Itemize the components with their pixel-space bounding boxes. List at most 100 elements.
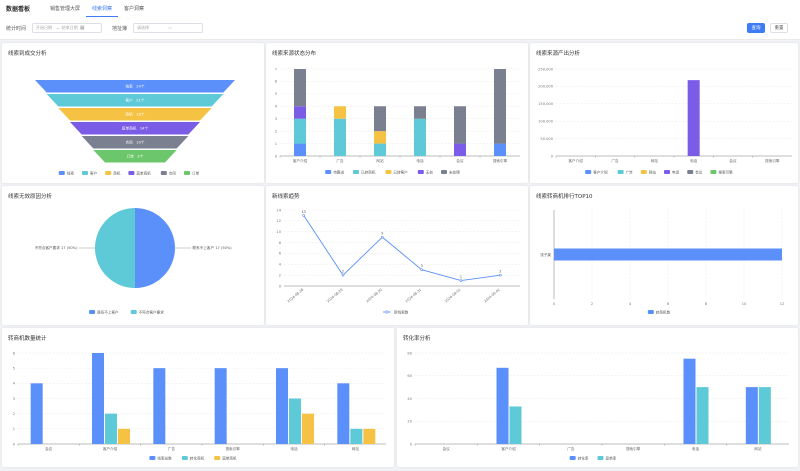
x-tick-label: 客户介绍 <box>568 158 583 163</box>
bar <box>496 367 509 444</box>
bar-segment <box>294 143 306 156</box>
legend-label: 线索总数 <box>157 456 172 461</box>
bar <box>696 387 709 444</box>
x-tick-label: 电话 <box>416 158 424 163</box>
x-tick-label: 电话 <box>692 446 700 451</box>
legend-swatch <box>597 456 604 460</box>
date-separator: ~ <box>56 25 60 31</box>
bar <box>105 413 117 444</box>
y-tick-label: 3 <box>275 117 277 121</box>
card-title: 线索到成交分析 <box>8 51 47 57</box>
y-tick-label: 0 <box>275 154 278 158</box>
tab-customer-insight[interactable]: 客户洞察 <box>124 6 145 12</box>
legend-swatch <box>149 456 156 460</box>
reset-button[interactable]: 重置 <box>770 23 788 33</box>
y-tick-label: 6 <box>13 351 16 355</box>
legend-label: 订单 <box>192 171 200 176</box>
card-lost-reason: 线索无效原因分析 联系不上客户 17 (50%) 不符合客户要求 17 (50%)… <box>2 186 264 325</box>
bar <box>118 428 130 444</box>
x-tick-label: 广告 <box>336 158 344 163</box>
y-tick-label: 6 <box>279 252 282 256</box>
y-tick-label: 8 <box>279 241 282 245</box>
tab-sales-screen[interactable]: 销售管理大屏 <box>50 6 81 12</box>
card-source-status: 线索来源状态分布 0 1 2 3 4 5 6 7 客户介绍 广告 网站 电话 会议 搜索引擎 待跟进 已转商机… <box>266 43 528 183</box>
card-title: 转化率分析 <box>403 336 431 342</box>
legend-label: 网站 <box>649 170 657 175</box>
card-title: 线索无效原因分析 <box>8 194 53 200</box>
x-tick-label: 搜索引擎 <box>493 158 508 163</box>
legend-marker <box>385 310 389 314</box>
x-tick-label: 电话 <box>290 446 298 451</box>
funnel-stage-1 <box>35 80 235 93</box>
legend-label: 联系不上客户 <box>97 310 119 315</box>
x-tick-label: 网站 <box>754 446 762 451</box>
funnel-stage-label: 订单 2个 <box>127 154 144 159</box>
legend-label: 不符合客户要求 <box>139 310 165 315</box>
data-point <box>420 268 423 272</box>
x-tick-label: 2024-09-02 <box>483 288 501 304</box>
x-tick-label: 广告 <box>567 446 575 451</box>
bar-segment <box>494 143 506 156</box>
bar <box>289 398 301 444</box>
x-tick-label: 10 <box>742 302 747 306</box>
bar-chart: 050,000100,000150,000200,000250,000客户介绍广… <box>538 67 792 175</box>
x-tick-label: 12 <box>780 302 785 306</box>
funnel-stage-label: 赢单商机 14个 <box>122 126 149 131</box>
x-tick-label: 客户介绍 <box>501 446 516 451</box>
x-tick-label: 电话 <box>690 158 698 163</box>
legend-label: 赢单率 <box>606 456 617 461</box>
legend-swatch <box>585 170 592 174</box>
bar-segment <box>414 106 426 119</box>
legend-swatch <box>214 456 221 460</box>
x-tick-label: 搜索引擎 <box>765 158 780 163</box>
legend-label: 已转客户 <box>393 170 408 175</box>
y-tick-label: 0 <box>279 284 282 288</box>
y-tick-label: 12 <box>276 219 281 223</box>
y-tick-label: 1 <box>13 427 15 431</box>
address-book-select[interactable]: 请选择 ⌵ <box>133 23 204 33</box>
x-tick-label: 客户介绍 <box>293 158 308 163</box>
pie-slice <box>135 208 175 288</box>
bar-segment <box>414 118 426 156</box>
pie-label: 联系不上客户 17 (50%) <box>193 245 233 250</box>
query-button[interactable]: 查询 <box>747 23 765 33</box>
y-tick-label: 1 <box>275 142 277 146</box>
legend-label: 赢单商机 <box>136 171 151 176</box>
y-tick-label: 80 <box>407 351 412 355</box>
x-tick-label: 2024-09-01 <box>444 288 462 304</box>
end-date-placeholder: 结束日期 <box>61 25 78 30</box>
bar <box>153 368 166 444</box>
y-tick-label: 250,000 <box>538 67 554 71</box>
y-tick-label: 4 <box>275 105 278 109</box>
pie-chart: 联系不上客户 17 (50%) 不符合客户要求 17 (50%) 联系不上客户 不符合… <box>35 208 233 315</box>
bar-segment <box>294 106 306 119</box>
data-point <box>499 273 502 277</box>
date-range-picker[interactable]: 开始日期 ~ 结束日期 ▦ <box>32 23 103 33</box>
tab-lead-insight[interactable]: 线索洞察 <box>86 0 119 17</box>
legend-label: 转化商机 <box>190 456 205 461</box>
bar-segment <box>294 118 306 144</box>
x-tick-label: 客户介绍 <box>103 446 118 451</box>
legend-label: 赢单商机 <box>222 456 237 461</box>
legend-label: 客户介绍 <box>593 170 608 175</box>
bar <box>745 387 758 444</box>
bar <box>92 353 104 444</box>
x-tick-label: 网站 <box>651 158 659 163</box>
x-tick-label: 广告 <box>611 158 619 163</box>
legend-swatch <box>184 171 190 175</box>
bar-segment <box>334 118 346 156</box>
x-tick-label: 2024-08-30 <box>365 288 383 304</box>
x-tick-label: 会议 <box>443 446 451 451</box>
x-tick-label: 会议 <box>729 158 737 163</box>
x-tick-label: 6 <box>667 302 670 306</box>
legend-swatch <box>89 310 96 314</box>
data-point <box>459 279 463 282</box>
y-tick-label: 0 <box>13 442 16 446</box>
legend-label: 线索 <box>67 171 75 176</box>
card-title: 新线索趋势 <box>272 194 300 200</box>
card-opportunity-count: 转商机数量统计 0 1 2 3 4 5 6 会议 客户介绍 广告 搜索引擎 电话 网站 线索总数 转化商机 赢… <box>2 328 394 467</box>
legend-swatch <box>160 171 167 175</box>
data-label: 2 <box>342 270 344 274</box>
legend-swatch <box>441 170 447 174</box>
